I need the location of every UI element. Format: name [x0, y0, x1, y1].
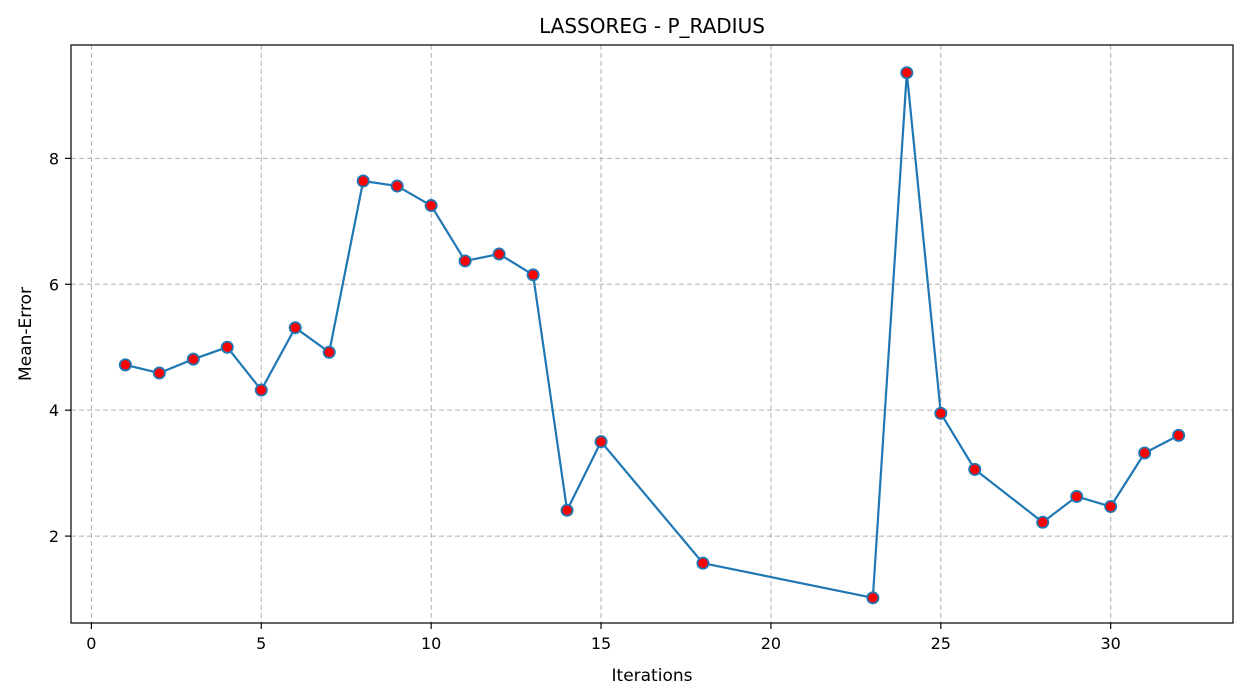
data-point [288, 321, 302, 335]
data-point [254, 383, 268, 397]
data-point [1070, 489, 1084, 503]
chart-title: LASSOREG - P_RADIUS [539, 14, 765, 38]
x-tick-label: 15 [591, 634, 611, 653]
data-point [968, 462, 982, 476]
series [118, 66, 1186, 605]
x-tick-label: 20 [761, 634, 781, 653]
data-point [186, 352, 200, 366]
x-tick-label: 10 [421, 634, 441, 653]
y-axis-label: Mean-Error [16, 287, 36, 381]
data-point [118, 358, 132, 372]
y-tick-label: 4 [49, 401, 59, 420]
data-point [424, 199, 438, 213]
data-point [934, 406, 948, 420]
data-point [900, 66, 914, 80]
data-point [1036, 515, 1050, 529]
data-point [220, 340, 234, 354]
data-point [322, 345, 336, 359]
y-tick-label: 2 [49, 527, 59, 546]
series-line [125, 71, 1180, 599]
data-point [560, 503, 574, 517]
axis-ticks: 0 5 10 15 20 25 30 2 4 6 8 [49, 149, 1121, 653]
y-tick-label: 8 [49, 149, 59, 168]
x-tick-label: 25 [931, 634, 951, 653]
data-point [1104, 500, 1118, 514]
grid [71, 45, 1233, 623]
data-point [356, 174, 370, 188]
data-point [1172, 428, 1186, 442]
data-point [526, 268, 540, 282]
data-point [152, 366, 166, 380]
x-tick-label: 5 [256, 634, 266, 653]
data-point [1138, 446, 1152, 460]
data-point [458, 254, 472, 268]
x-axis-label: Iterations [612, 666, 693, 686]
data-point [594, 435, 608, 449]
data-point [866, 591, 880, 605]
x-tick-label: 30 [1101, 634, 1121, 653]
x-tick-label: 0 [86, 634, 96, 653]
plot-frame [70, 44, 1234, 624]
data-point [390, 179, 404, 193]
data-point [696, 556, 710, 570]
data-point [492, 247, 506, 261]
y-tick-label: 6 [49, 275, 59, 294]
